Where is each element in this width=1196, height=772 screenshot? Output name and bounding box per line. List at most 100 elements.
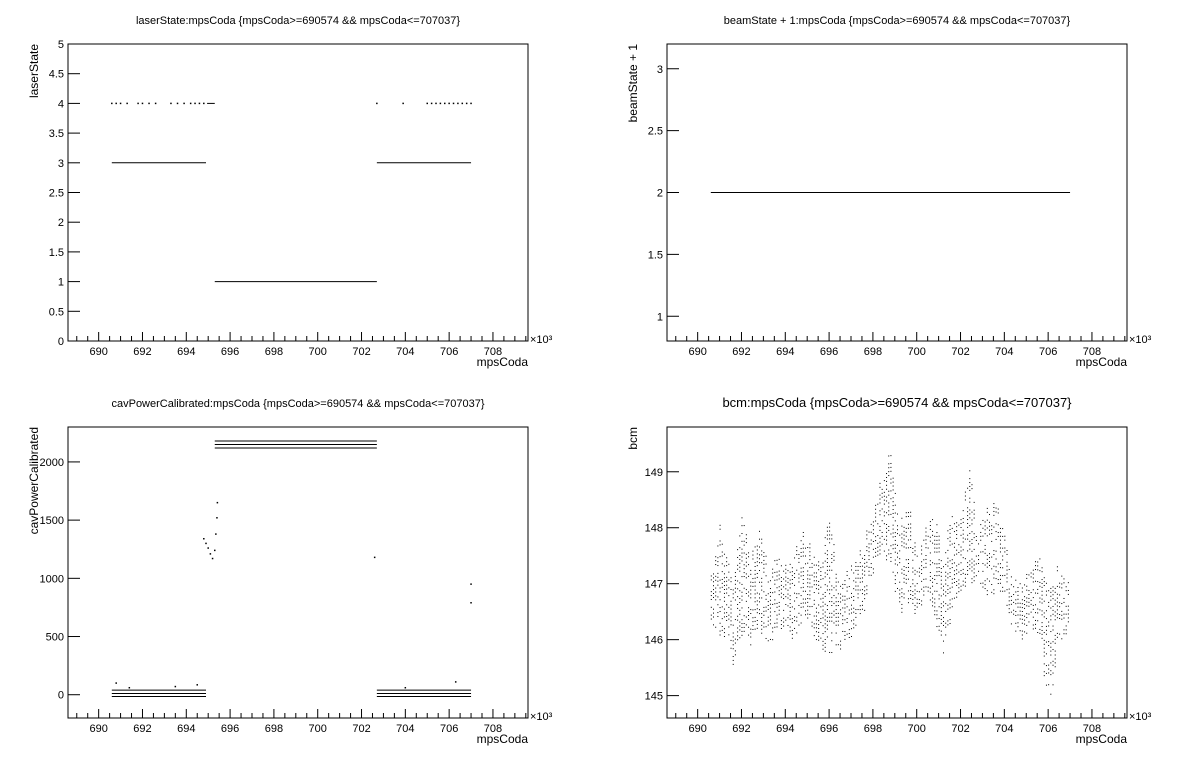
data-point bbox=[1045, 672, 1047, 674]
data-point bbox=[831, 605, 833, 607]
data-point bbox=[1002, 555, 1004, 557]
data-point bbox=[837, 605, 839, 607]
data-point bbox=[971, 542, 973, 544]
data-point bbox=[1061, 583, 1063, 585]
data-point bbox=[1030, 603, 1032, 605]
data-point bbox=[969, 560, 971, 562]
data-point bbox=[910, 531, 912, 533]
data-point bbox=[809, 578, 811, 580]
data-point bbox=[868, 551, 870, 553]
data-point bbox=[1015, 591, 1017, 593]
data-point bbox=[886, 476, 888, 478]
data-point bbox=[934, 614, 936, 616]
data-point bbox=[734, 591, 736, 593]
data-point bbox=[943, 605, 944, 607]
data-point bbox=[743, 575, 745, 577]
data-point bbox=[967, 522, 969, 524]
data-point bbox=[815, 623, 817, 625]
data-point bbox=[912, 547, 914, 549]
data-point bbox=[745, 624, 747, 626]
data-point bbox=[820, 618, 822, 620]
data-point bbox=[914, 573, 916, 575]
data-point bbox=[859, 605, 861, 607]
x-tick-label: 690 bbox=[89, 723, 107, 735]
data-point bbox=[859, 577, 861, 579]
data-point bbox=[848, 609, 850, 611]
data-point bbox=[978, 570, 980, 572]
data-point bbox=[710, 606, 712, 608]
data-point bbox=[1010, 584, 1012, 586]
data-point bbox=[1048, 601, 1050, 603]
data-point bbox=[999, 535, 1001, 537]
data-point bbox=[864, 586, 866, 588]
data-point bbox=[967, 526, 969, 528]
y-tick-label: 146 bbox=[645, 635, 663, 647]
data-point bbox=[923, 594, 925, 596]
data-point bbox=[1067, 621, 1069, 623]
data-point bbox=[971, 562, 973, 564]
data-point bbox=[798, 573, 800, 575]
data-point bbox=[763, 571, 765, 573]
data-point bbox=[1028, 601, 1030, 603]
data-point bbox=[886, 535, 888, 537]
data-point bbox=[739, 582, 741, 584]
data-point bbox=[1048, 641, 1050, 643]
data-point bbox=[732, 589, 734, 591]
data-point bbox=[951, 586, 953, 588]
data-point bbox=[901, 537, 903, 539]
data-point bbox=[910, 539, 912, 541]
data-point bbox=[769, 603, 771, 605]
data-point bbox=[936, 532, 938, 534]
data-point bbox=[776, 602, 778, 604]
data-point bbox=[958, 563, 960, 565]
data-point bbox=[833, 602, 835, 604]
data-point bbox=[1041, 622, 1043, 624]
data-point bbox=[962, 517, 964, 519]
data-point bbox=[980, 535, 982, 537]
data-point bbox=[886, 555, 888, 557]
data-point bbox=[826, 569, 828, 571]
data-point bbox=[999, 574, 1001, 576]
data-point bbox=[1019, 630, 1021, 632]
data-point bbox=[899, 534, 901, 536]
data-point bbox=[940, 607, 942, 609]
data-point bbox=[945, 563, 947, 565]
data-point bbox=[820, 598, 822, 600]
data-point bbox=[842, 623, 844, 625]
data-point bbox=[745, 553, 747, 555]
data-point bbox=[969, 548, 971, 550]
data-point bbox=[750, 644, 752, 646]
data-point bbox=[877, 503, 879, 505]
data-point bbox=[905, 559, 907, 561]
data-point bbox=[772, 572, 774, 574]
data-point bbox=[726, 612, 728, 614]
data-point bbox=[894, 559, 896, 561]
data-point bbox=[932, 519, 934, 521]
data-point bbox=[831, 616, 833, 618]
data-point bbox=[899, 589, 901, 591]
data-point bbox=[216, 501, 219, 504]
data-point bbox=[787, 570, 789, 572]
data-point bbox=[907, 602, 909, 604]
data-point bbox=[956, 537, 958, 539]
data-point bbox=[778, 601, 780, 603]
data-point bbox=[921, 569, 923, 571]
data-point bbox=[949, 622, 951, 624]
data-point bbox=[929, 540, 931, 542]
data-point bbox=[824, 576, 826, 578]
data-point bbox=[853, 595, 855, 597]
data-point bbox=[759, 601, 760, 603]
x-tick-label: 694 bbox=[776, 723, 794, 735]
data-point bbox=[969, 482, 971, 484]
data-point bbox=[870, 563, 872, 565]
data-point bbox=[997, 532, 999, 534]
data-point bbox=[1065, 633, 1067, 635]
data-point bbox=[960, 523, 962, 525]
data-point bbox=[822, 566, 824, 568]
data-point bbox=[947, 538, 949, 540]
data-point bbox=[748, 615, 750, 617]
data-point bbox=[960, 562, 962, 564]
x-tick-label: 706 bbox=[440, 346, 458, 358]
data-point bbox=[971, 523, 973, 525]
data-point bbox=[853, 572, 855, 574]
